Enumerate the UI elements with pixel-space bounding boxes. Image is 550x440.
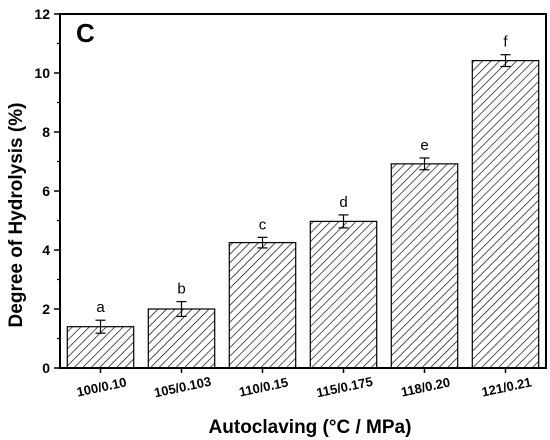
x-tick-label-105/0.103: 105/0.103 xyxy=(153,374,213,401)
panel-label: C xyxy=(76,18,95,48)
y-tick-label-4: 4 xyxy=(42,242,50,258)
error-bar-110/0.15 xyxy=(257,236,268,249)
y-tick-label-6: 6 xyxy=(42,183,50,199)
error-bar-118/0.20 xyxy=(419,157,430,171)
x-tick-label-115/0.175: 115/0.175 xyxy=(315,374,374,401)
bar-115/0.175 xyxy=(309,220,378,369)
significance-label-e: e xyxy=(420,137,428,154)
error-bar-121/0.21 xyxy=(500,54,511,68)
y-tick-label-8: 8 xyxy=(42,124,50,140)
y-tick-label-10: 10 xyxy=(34,65,50,81)
significance-label-a: a xyxy=(96,299,105,316)
x-axis: 100/0.10 105/0.103 110/0.15 115/0.175 118/0.… xyxy=(75,368,533,400)
bar-118/0.20 xyxy=(390,163,459,369)
y-tick-label-0: 0 xyxy=(42,360,50,376)
bar-105/0.103 xyxy=(147,308,216,369)
error-bars-layer xyxy=(95,54,511,334)
bar-121/0.21 xyxy=(471,60,540,369)
significance-label-f: f xyxy=(503,34,508,51)
x-tick-label-110/0.15: 110/0.15 xyxy=(238,374,290,399)
x-tick-label-121/0.21: 121/0.21 xyxy=(480,374,533,399)
bars-layer xyxy=(66,60,540,369)
y-tick-label-12: 12 xyxy=(34,6,50,22)
significance-labels-layer: a b c d e f xyxy=(96,34,508,316)
significance-label-d: d xyxy=(339,194,347,211)
x-axis-title: Autoclaving (°C / MPa) xyxy=(209,417,412,438)
error-bar-100/0.10 xyxy=(95,319,106,334)
significance-label-b: b xyxy=(177,281,185,298)
y-tick-label-2: 2 xyxy=(42,301,50,317)
x-tick-label-118/0.20: 118/0.20 xyxy=(400,374,452,399)
error-bar-115/0.175 xyxy=(338,214,349,229)
significance-label-c: c xyxy=(259,216,267,233)
y-axis-title: Degree of Hydrolysis (%) xyxy=(6,103,27,328)
bar-110/0.15 xyxy=(228,242,297,369)
x-tick-label-100/0.10: 100/0.10 xyxy=(75,374,128,399)
error-bar-105/0.103 xyxy=(176,301,187,317)
y-axis: 0 2 4 6 8 10 12 xyxy=(34,6,60,376)
